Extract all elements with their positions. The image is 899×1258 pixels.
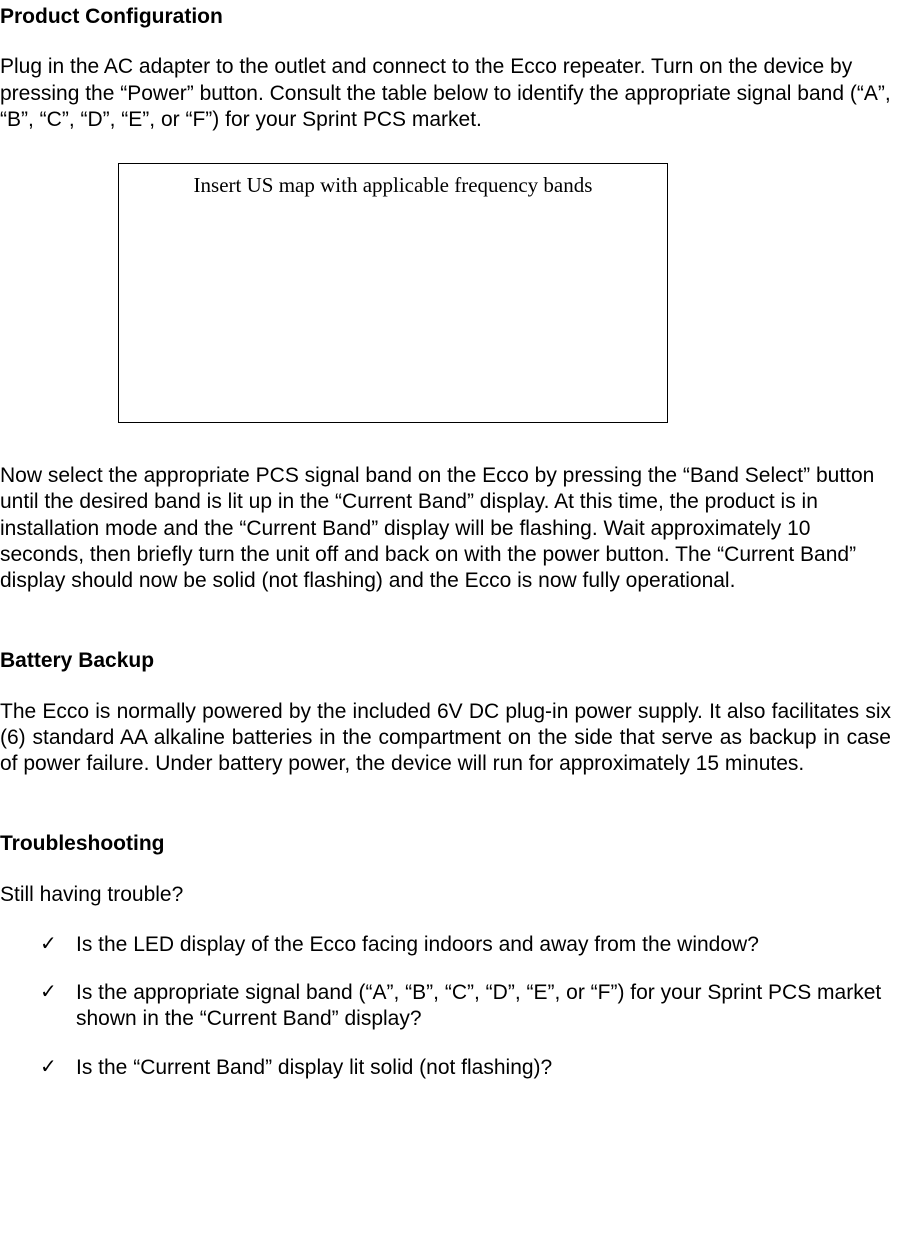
section-heading-battery-backup: Battery Backup [0,648,891,674]
paragraph-battery-backup: The Ecco is normally powered by the incl… [0,699,891,778]
checklist-item: Is the appropriate signal band (“A”, “B”… [0,980,891,1033]
map-placeholder-text: Insert US map with applicable frequency … [194,173,593,197]
paragraph-config-steps: Now select the appropriate PCS signal ba… [0,463,891,594]
section-heading-product-configuration: Product Configuration [0,4,891,30]
paragraph-troubleshooting-intro: Still having trouble? [0,882,891,908]
checklist-item: Is the LED display of the Ecco facing in… [0,932,891,958]
map-placeholder-box: Insert US map with applicable frequency … [118,163,668,423]
section-heading-troubleshooting: Troubleshooting [0,831,891,857]
troubleshooting-checklist: Is the LED display of the Ecco facing in… [0,932,891,1081]
paragraph-config-intro: Plug in the AC adapter to the outlet and… [0,54,891,133]
checklist-item: Is the “Current Band” display lit solid … [0,1055,891,1081]
